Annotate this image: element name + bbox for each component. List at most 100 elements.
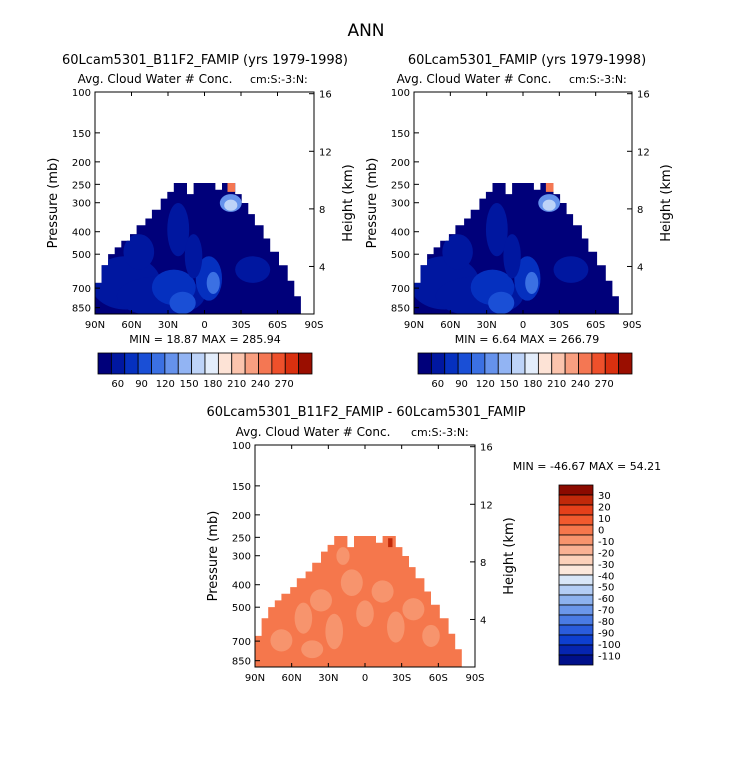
x-tick-label: 90S <box>304 320 323 331</box>
colorbar-swatch <box>558 614 594 626</box>
y-tick-label: 250 <box>391 180 410 191</box>
y-tick-label: 200 <box>72 158 91 169</box>
x-tick-label: 0 <box>362 673 368 684</box>
colorbar-label: -50 <box>598 583 614 594</box>
y-tick-label: 150 <box>232 482 251 493</box>
x-tick-label: 30N <box>158 320 178 331</box>
colorbar-label: 150 <box>500 379 519 390</box>
y-right-axis-label: Height (km) <box>659 164 674 241</box>
colorbar-swatch <box>524 352 539 375</box>
colorbar: 3020100-10-20-30-40-50-60-70-80-90-100-1… <box>558 484 621 666</box>
panel-difference: 60Lcam5301_B11F2_FAMIP - 60Lcam5301_FAMI… <box>206 405 661 684</box>
colorbar-label: -20 <box>598 548 614 559</box>
x-tick-label: 60N <box>282 673 302 684</box>
y-tick-label: 700 <box>391 284 410 295</box>
field-contour <box>542 199 556 211</box>
x-tick-label: 60S <box>429 673 448 684</box>
colorbar-swatch <box>558 484 594 496</box>
colorbar-label: -90 <box>598 629 614 640</box>
x-tick-label: 30N <box>318 673 338 684</box>
x-tick-label: 90S <box>622 320 641 331</box>
colorbar-swatch <box>471 352 486 375</box>
y-tick-label: 850 <box>232 657 251 668</box>
colorbar-swatch <box>484 352 499 375</box>
colorbar-swatch <box>457 352 472 375</box>
field-max-patch <box>545 183 554 192</box>
colorbar-swatch <box>558 594 594 606</box>
colorbar-swatch <box>558 554 594 566</box>
x-tick-label: 30S <box>392 673 411 684</box>
colorbar-swatch <box>231 352 246 375</box>
colorbar-label: 270 <box>595 379 614 390</box>
field-contour <box>224 199 238 211</box>
y-right-tick-label: 16 <box>319 90 332 101</box>
y-tick-label: 500 <box>232 603 251 614</box>
y-right-tick-label: 12 <box>319 147 332 158</box>
colorbar-swatch <box>558 544 594 556</box>
x-tick-label: 30S <box>550 320 569 331</box>
colorbar-swatch <box>564 352 579 375</box>
colorbar-label: -10 <box>598 537 614 548</box>
panel-model-famip: 60Lcam5301_FAMIP (yrs 1979-1998) Avg. Clo… <box>365 53 674 390</box>
y-right-tick-label: 4 <box>637 262 643 273</box>
colorbar-swatch <box>604 352 620 375</box>
colorbar-swatch <box>537 352 553 375</box>
field-contour <box>294 602 313 634</box>
x-tick-label: 60S <box>586 320 605 331</box>
colorbar-swatch <box>298 352 313 375</box>
colorbar-swatch <box>137 352 152 375</box>
field-contour <box>387 611 405 643</box>
colorbar-label: 120 <box>476 379 495 390</box>
y-tick-label: 700 <box>72 284 91 295</box>
colorbar-swatch <box>191 352 206 375</box>
y-tick-label: 850 <box>391 304 410 315</box>
chart-subtitle: Avg. Cloud Water # Conc. <box>78 72 233 86</box>
colorbar-swatch <box>558 644 594 656</box>
colorbar-label: 60 <box>431 379 444 390</box>
y-tick-label: 250 <box>72 180 91 191</box>
colorbar-swatch <box>110 352 126 375</box>
x-tick-label: 90N <box>404 320 424 331</box>
y-tick-label: 300 <box>391 199 410 210</box>
colorbar-label: -100 <box>598 640 621 651</box>
y-right-tick-label: 8 <box>637 205 643 216</box>
colorbar-swatch <box>558 534 594 546</box>
colorbar-swatch <box>430 352 446 375</box>
colorbar-swatch <box>558 504 594 516</box>
colorbar-swatch <box>558 584 594 596</box>
y-right-tick-label: 12 <box>480 500 493 511</box>
figure-title: ANN <box>347 21 384 41</box>
field-contour <box>503 234 521 279</box>
colorbar-swatch <box>551 352 566 375</box>
colorbar-swatch <box>97 352 112 375</box>
colorbar-label: 240 <box>571 379 590 390</box>
field-contour <box>356 600 374 628</box>
y-tick-label: 500 <box>391 250 410 261</box>
units-label: cm:S:-3:N: <box>411 426 469 439</box>
colorbar-label: -60 <box>598 594 614 605</box>
colorbar-swatch <box>204 352 219 375</box>
units-label: cm:S:-3:N: <box>250 73 308 86</box>
field-contour <box>442 234 473 270</box>
colorbar-label: 210 <box>547 379 566 390</box>
field-contour <box>184 234 203 279</box>
colorbar-label: 90 <box>455 379 468 390</box>
x-tick-label: 90N <box>85 320 105 331</box>
colorbar-label: 0 <box>598 525 604 536</box>
y-right-axis-label: Height (km) <box>502 517 517 594</box>
y-tick-label: 500 <box>72 250 91 261</box>
x-tick-label: 30S <box>231 320 250 331</box>
y-tick-label: 200 <box>391 158 410 169</box>
colorbar-swatch <box>558 524 594 536</box>
y-tick-label: 400 <box>72 228 91 239</box>
chart-title: 60Lcam5301_FAMIP (yrs 1979-1998) <box>408 53 646 68</box>
y-axis-label: Pressure (mb) <box>206 511 221 602</box>
min-max-stats: MIN = -46.67 MAX = 54.21 <box>513 460 661 473</box>
field-contour <box>270 629 293 652</box>
y-tick-label: 700 <box>232 637 251 648</box>
field-contour <box>371 580 394 603</box>
colorbar-label: 270 <box>275 379 294 390</box>
colorbar: 60 90 120 150 180 210 240 270 <box>97 352 313 390</box>
chart-title: 60Lcam5301_B11F2_FAMIP - 60Lcam5301_FAMI… <box>206 405 525 420</box>
